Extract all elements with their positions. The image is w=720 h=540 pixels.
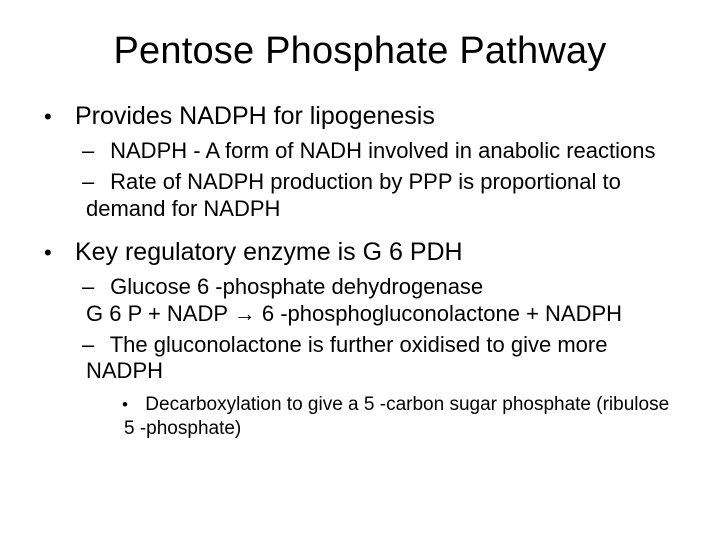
bullet-level3: Decarboxylation to give a 5 -carbon suga… (124, 393, 680, 441)
bullet-list-level2: NADPH - A form of NADH involved in anabo… (46, 138, 680, 222)
bullet-text: Glucose 6 -phosphate dehydrogenaseG 6 P … (86, 274, 622, 326)
bullet-level2: The gluconolactone is further oxidised t… (86, 332, 680, 441)
bullet-text: Rate of NADPH production by PPP is propo… (86, 169, 621, 221)
bullet-text: Decarboxylation to give a 5 -carbon suga… (124, 394, 669, 439)
bullet-level1: Key regulatory enzyme is G 6 PDH Glucose… (46, 237, 680, 441)
bullet-text: Key regulatory enzyme is G 6 PDH (75, 238, 463, 266)
bullet-list-level1: Provides NADPH for lipogenesis NADPH - A… (40, 101, 680, 441)
slide: Pentose Phosphate Pathway Provides NADPH… (0, 0, 720, 540)
bullet-level1: Provides NADPH for lipogenesis NADPH - A… (46, 101, 680, 223)
bullet-level2: Glucose 6 -phosphate dehydrogenaseG 6 P … (86, 274, 680, 328)
bullet-text: The gluconolactone is further oxidised t… (86, 332, 607, 384)
slide-title: Pentose Phosphate Pathway (40, 30, 680, 73)
bullet-level2: NADPH - A form of NADH involved in anabo… (86, 138, 680, 165)
bullet-text: NADPH - A form of NADH involved in anabo… (110, 138, 655, 163)
bullet-level2: Rate of NADPH production by PPP is propo… (86, 169, 680, 223)
bullet-list-level2: Glucose 6 -phosphate dehydrogenaseG 6 P … (46, 274, 680, 441)
bullet-list-level3: Decarboxylation to give a 5 -carbon suga… (86, 393, 680, 441)
bullet-text: Provides NADPH for lipogenesis (75, 102, 435, 130)
